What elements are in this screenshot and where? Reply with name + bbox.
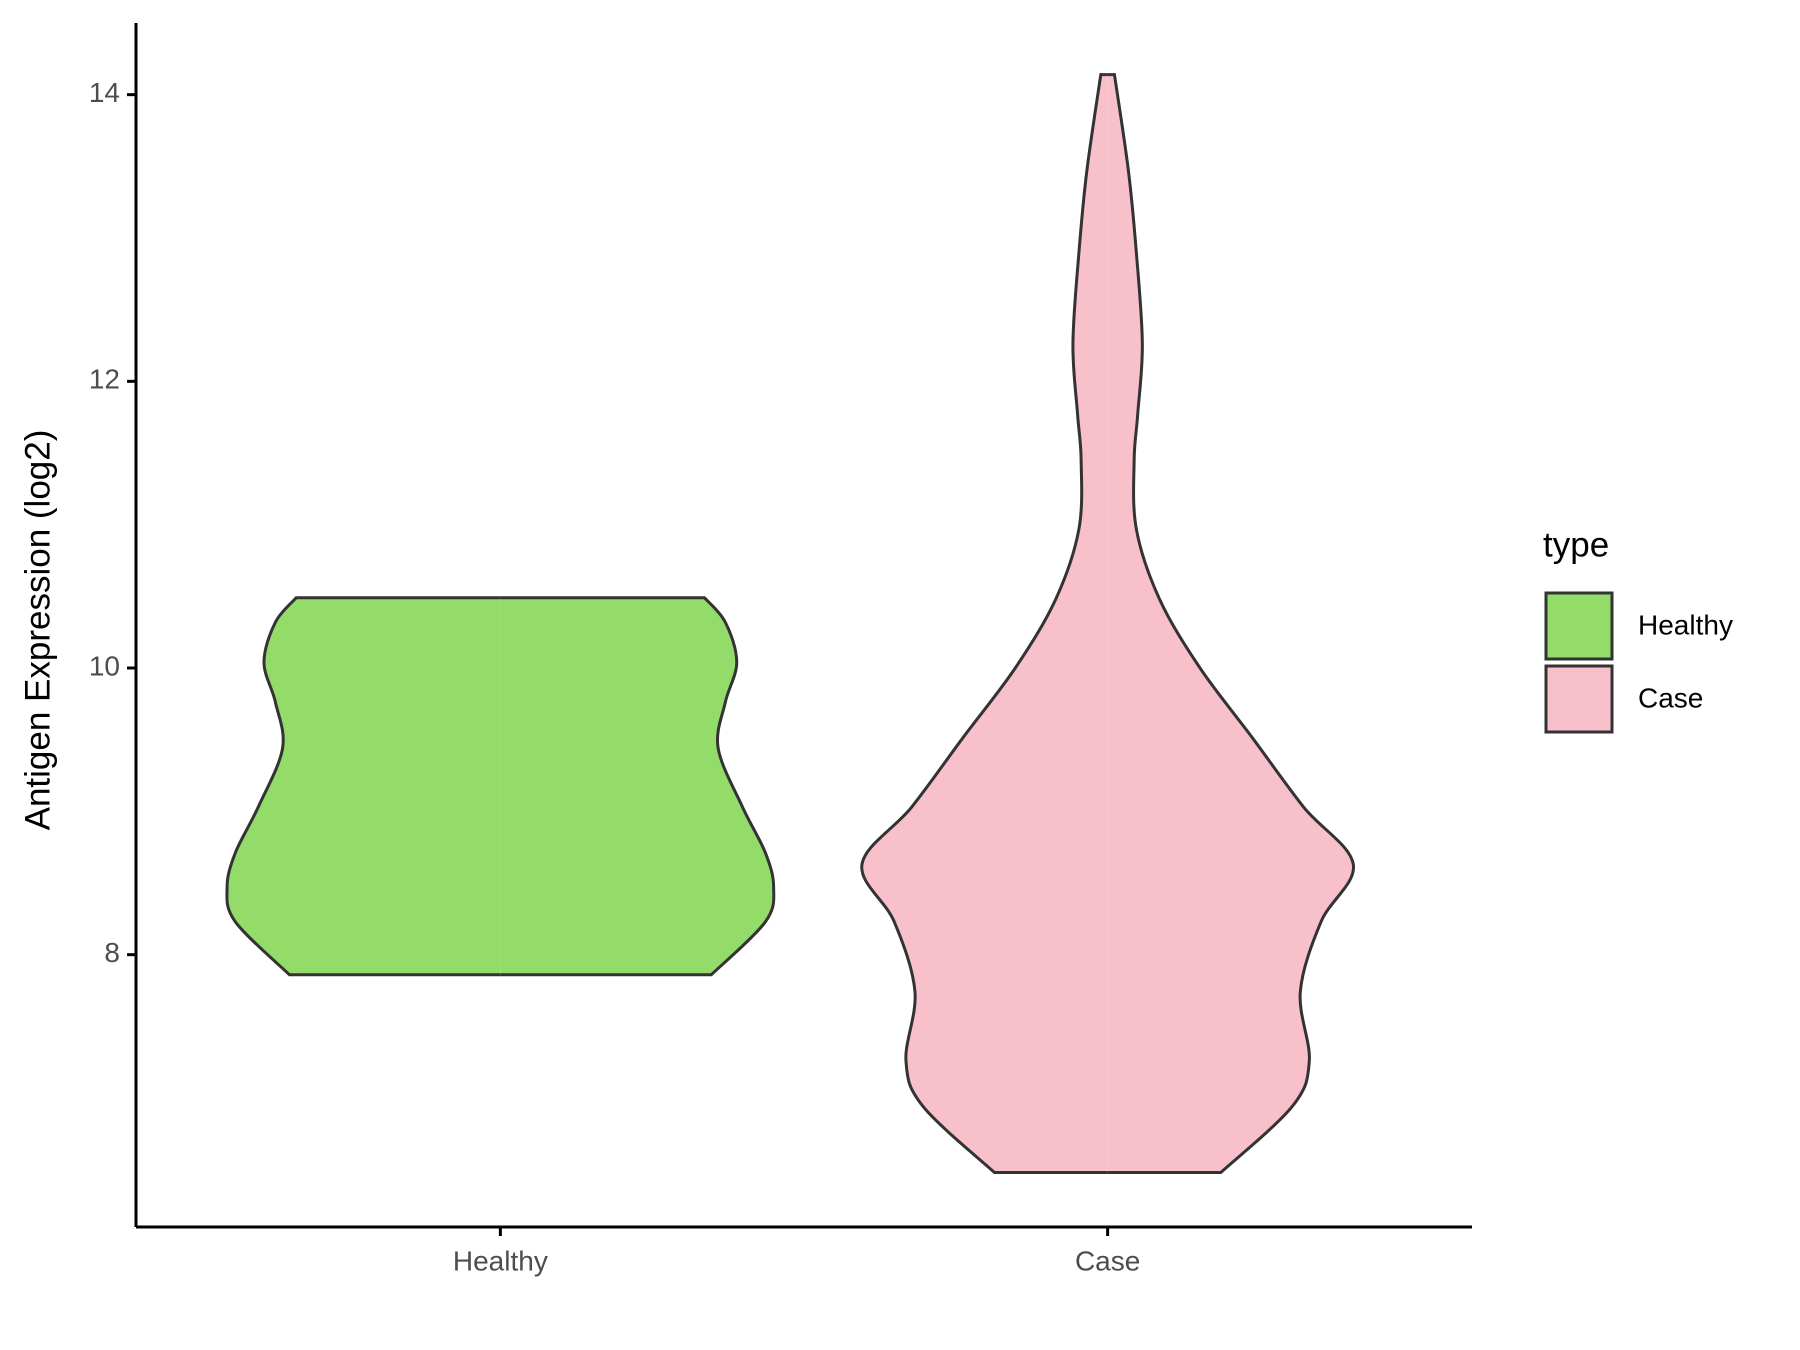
y-tick-label: 10 (89, 650, 120, 681)
legend-label: Healthy (1638, 609, 1733, 640)
violin-outline (500, 596, 776, 977)
x-tick-label: Healthy (453, 1245, 548, 1276)
x-tick-label: Case (1075, 1245, 1140, 1276)
violin-half-fill (861, 74, 1108, 1173)
y-tick-label: 12 (89, 364, 120, 395)
legend-key (1544, 591, 1614, 661)
y-axis-label: Antigen Expression (log2) (18, 430, 57, 831)
violin-outline (860, 73, 1108, 1175)
legend-key (1544, 664, 1614, 734)
violin-half-fill (1107, 74, 1354, 1173)
legend-label: Case (1638, 682, 1703, 713)
violin-outline (1107, 73, 1355, 1175)
violin-half-fill (226, 597, 501, 975)
violin-half-fill (500, 597, 774, 975)
legend-title: type (1543, 525, 1609, 564)
y-tick-label: 14 (89, 77, 120, 108)
violin-outline (225, 596, 501, 977)
y-tick-label: 8 (104, 937, 120, 968)
